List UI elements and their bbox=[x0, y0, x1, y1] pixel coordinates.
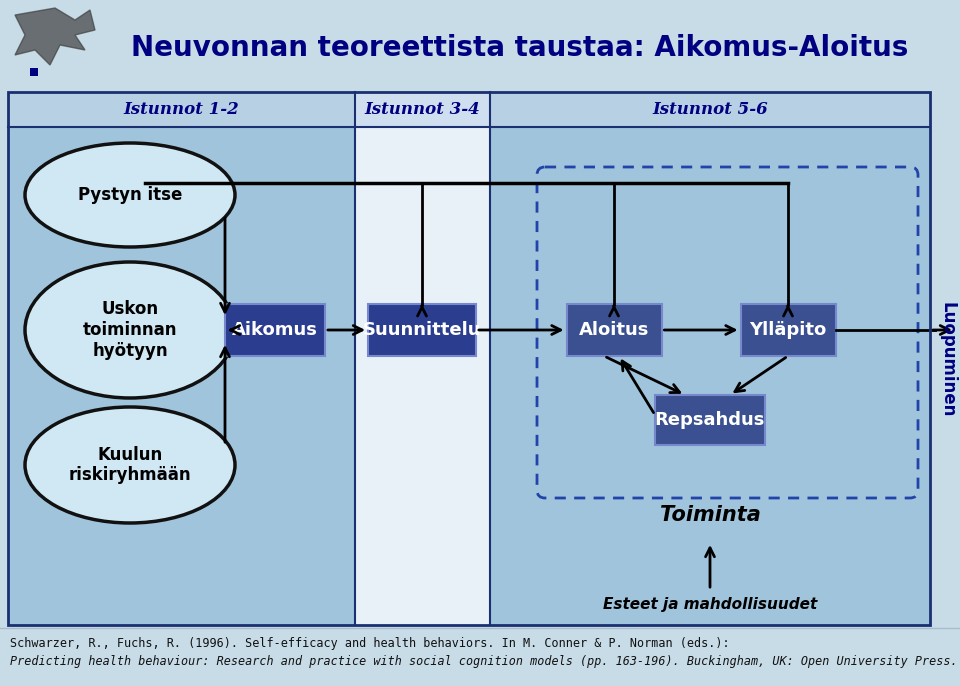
Bar bbox=[490, 92, 930, 127]
FancyBboxPatch shape bbox=[566, 304, 661, 356]
Text: Uskon
toiminnan
hyötyyn: Uskon toiminnan hyötyyn bbox=[83, 300, 178, 359]
Ellipse shape bbox=[25, 143, 235, 247]
Text: Ylläpito: Ylläpito bbox=[750, 321, 827, 339]
Text: Toiminta: Toiminta bbox=[660, 505, 760, 525]
Polygon shape bbox=[15, 8, 95, 65]
Text: Esteet ja mahdollisuudet: Esteet ja mahdollisuudet bbox=[603, 598, 817, 613]
Ellipse shape bbox=[25, 262, 235, 398]
Text: Istunnot 3-4: Istunnot 3-4 bbox=[365, 101, 480, 118]
Text: Aloitus: Aloitus bbox=[579, 321, 649, 339]
Text: Aikomus: Aikomus bbox=[232, 321, 318, 339]
Text: Predicting health behaviour: Research and practice with social cognition models : Predicting health behaviour: Research an… bbox=[10, 654, 958, 667]
Bar bbox=[8, 92, 355, 625]
Bar bbox=[355, 92, 490, 625]
Text: Neuvonnan teoreettista taustaa: Aikomus-Aloitus: Neuvonnan teoreettista taustaa: Aikomus-… bbox=[132, 34, 909, 62]
Bar bbox=[8, 92, 930, 625]
Bar bbox=[0, 0, 960, 90]
FancyBboxPatch shape bbox=[10, 5, 100, 80]
Text: Schwarzer, R., Fuchs, R. (1996). Self-efficacy and health behaviors. In M. Conne: Schwarzer, R., Fuchs, R. (1996). Self-ef… bbox=[10, 637, 730, 650]
Text: Kuulun
riskiryhmään: Kuulun riskiryhmään bbox=[69, 446, 191, 484]
FancyBboxPatch shape bbox=[225, 304, 325, 356]
FancyBboxPatch shape bbox=[368, 304, 476, 356]
Text: Pystyn itse: Pystyn itse bbox=[78, 186, 182, 204]
Text: Repsahdus: Repsahdus bbox=[655, 411, 765, 429]
FancyBboxPatch shape bbox=[655, 395, 765, 445]
Text: Istunnot 5-6: Istunnot 5-6 bbox=[652, 101, 768, 118]
Text: Istunnot 1-2: Istunnot 1-2 bbox=[124, 101, 239, 118]
Bar bbox=[0, 628, 960, 686]
FancyBboxPatch shape bbox=[740, 304, 835, 356]
Ellipse shape bbox=[25, 407, 235, 523]
Bar bbox=[355, 92, 490, 127]
Text: Suunnittelu: Suunnittelu bbox=[363, 321, 481, 339]
Bar bbox=[30, 68, 38, 76]
Text: Luopuminen: Luopuminen bbox=[939, 303, 957, 418]
Bar bbox=[490, 92, 930, 625]
Bar bbox=[8, 92, 355, 127]
